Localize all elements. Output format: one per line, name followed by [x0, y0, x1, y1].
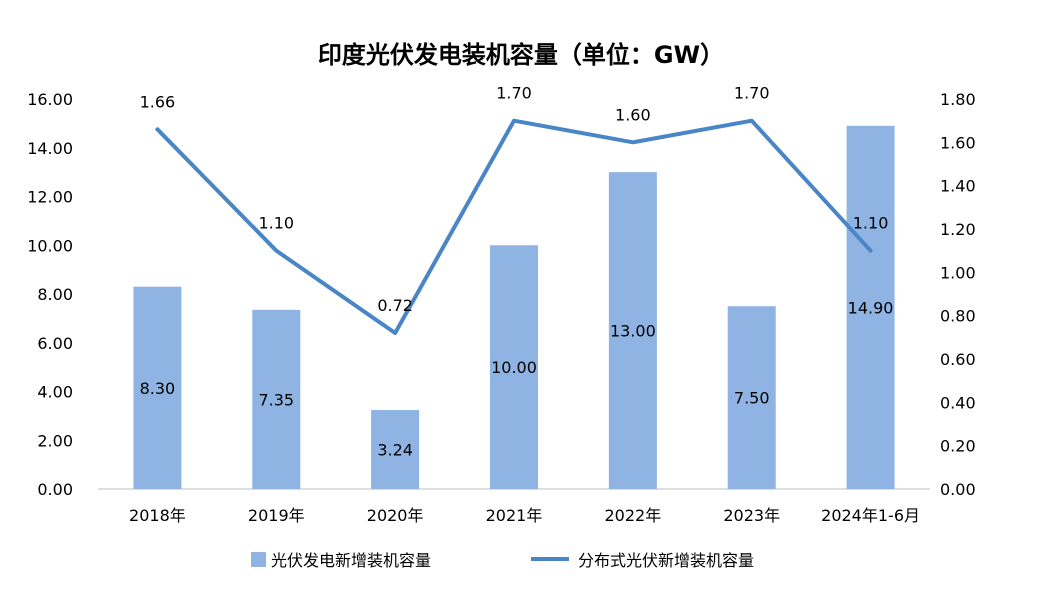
left-y-tick-label: 2.00 — [37, 431, 73, 450]
right-y-tick-label: 1.00 — [940, 263, 976, 282]
x-axis: 2018年 2019年 2020年 2021年 2022年 2023年 2024年1-6月 — [98, 488, 930, 525]
bar — [133, 286, 182, 489]
legend-line-label: 分布式光伏新增装机容量 — [578, 551, 754, 570]
right-y-tick-label: 0.20 — [940, 437, 976, 456]
left-y-tick-label: 14.00 — [27, 139, 73, 158]
right-y-tick-label: 0.00 — [940, 480, 976, 499]
line-path — [155, 118, 873, 335]
bar — [608, 172, 657, 489]
left-y-tick-label: 12.00 — [27, 188, 73, 207]
left-y-tick-label: 8.00 — [37, 285, 73, 304]
bar-value-label: 13.00 — [610, 322, 656, 341]
x-tick-label: 2018年 — [129, 506, 186, 525]
right-y-tick-label: 1.40 — [940, 177, 976, 196]
right-y-tick-label: 0.80 — [940, 307, 976, 326]
left-y-tick-label: 4.00 — [37, 383, 73, 402]
line-value-label: 1.10 — [258, 214, 294, 233]
bar — [252, 309, 301, 489]
line-value-label: 1.10 — [853, 214, 889, 233]
bar — [371, 410, 420, 489]
bar — [727, 306, 776, 489]
bar-value-label: 3.24 — [377, 441, 413, 460]
legend-bar-label: 光伏发电新增装机容量 — [271, 551, 431, 570]
x-tick-label: 2019年 — [248, 506, 305, 525]
line-value-label: 1.60 — [615, 105, 651, 124]
left-y-tick-label: 6.00 — [37, 334, 73, 353]
bar-series: 8.30 7.35 3.24 10.00 13.00 7.50 14.90 — [133, 125, 895, 489]
line-value-label: 0.72 — [377, 296, 413, 315]
bar — [490, 245, 538, 489]
right-y-tick-label: 0.60 — [940, 350, 976, 369]
bar-value-label: 7.35 — [258, 390, 294, 409]
right-y-tick-label: 0.40 — [940, 393, 976, 412]
bar-value-label: 10.00 — [491, 358, 537, 377]
line-series: 1.66 1.10 0.72 1.70 1.60 1.70 1.10 — [140, 84, 889, 335]
right-y-tick-label: 1.60 — [940, 133, 976, 152]
x-tick-label: 2021年 — [486, 506, 543, 525]
line-value-label: 1.70 — [496, 84, 532, 103]
line-value-label: 1.66 — [140, 92, 176, 111]
left-y-tick-label: 16.00 — [27, 90, 73, 109]
right-y-axis: 0.00 0.20 0.40 0.60 0.80 1.00 1.20 1.40 1.60 1.80 — [940, 90, 976, 499]
right-y-tick-label: 1.20 — [940, 220, 976, 239]
bar — [846, 125, 895, 489]
x-tick-label: 2020年 — [367, 506, 424, 525]
legend: 光伏发电新增装机容量 分布式光伏新增装机容量 — [251, 551, 754, 570]
x-tick-label: 2023年 — [723, 506, 780, 525]
line-value-label: 1.70 — [734, 84, 770, 103]
left-y-axis: 0.00 2.00 4.00 6.00 8.00 10.00 12.00 14.00 16.00 — [27, 90, 73, 499]
chart-title: 印度光伏发电装机容量（单位：GW） — [318, 41, 724, 69]
legend-bar-swatch — [251, 552, 266, 567]
left-y-tick-label: 10.00 — [27, 236, 73, 255]
bar-value-label: 8.30 — [140, 379, 176, 398]
x-tick-label: 2022年 — [604, 506, 661, 525]
x-tick-label: 2024年1-6月 — [821, 506, 920, 525]
left-y-tick-label: 0.00 — [37, 480, 73, 499]
right-y-tick-label: 1.80 — [940, 90, 976, 109]
bar-value-label: 14.90 — [848, 298, 894, 317]
bar-value-label: 7.50 — [734, 389, 770, 408]
